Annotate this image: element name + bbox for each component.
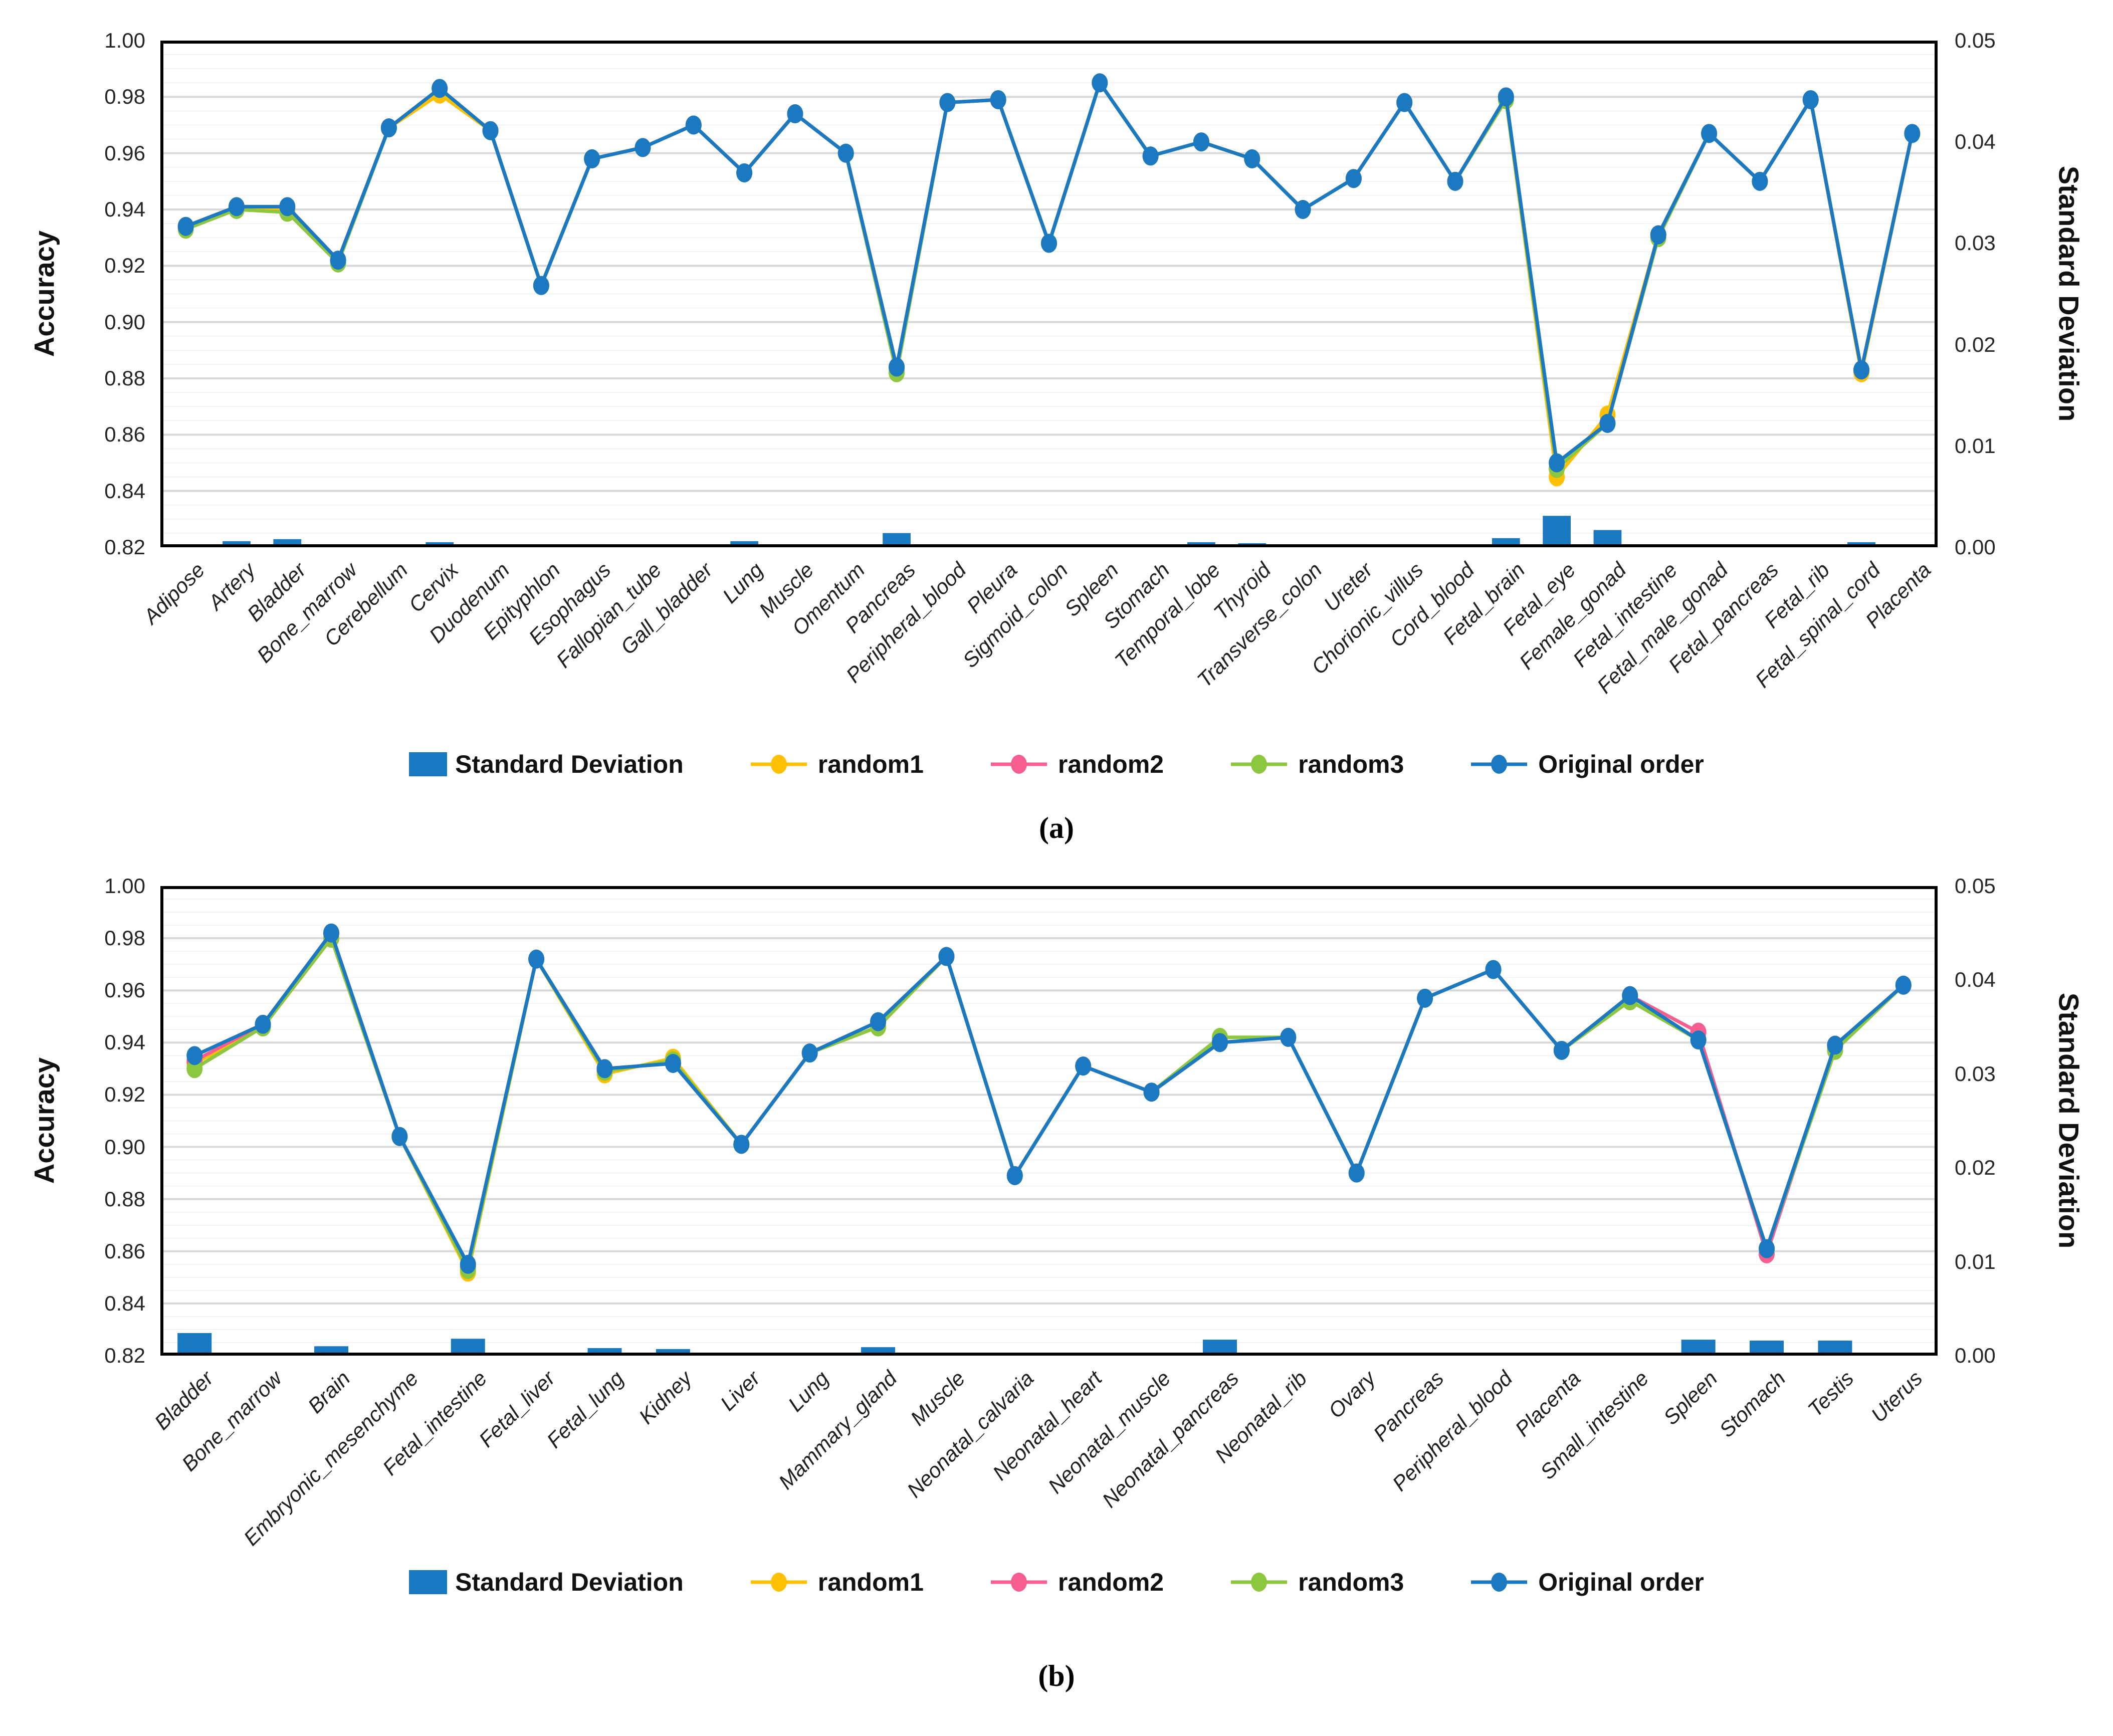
x-category-label: Mammary_gland: [774, 1366, 902, 1494]
line-marker-icon: [1231, 1573, 1288, 1592]
sd-axis-tick-label: 0.03: [1955, 231, 1996, 255]
y-axis-title-accuracy-b: Accuracy: [28, 1057, 60, 1184]
y-axis-tick-label: 1.00: [104, 29, 145, 52]
chart-canvas-b: [160, 886, 1938, 1356]
legend-item-standard-deviation: Standard Deviation: [409, 750, 684, 779]
y-axis-tick-label: 0.84: [104, 1291, 145, 1315]
legend-item-random2: random2: [988, 750, 1164, 779]
y-axis-tick-label: 0.90: [104, 1135, 145, 1159]
y-axis-tick-label: 0.96: [104, 141, 145, 165]
y-axis-tick-label: 0.86: [104, 1239, 145, 1263]
legend-label: Original order: [1538, 750, 1704, 778]
line-marker-icon: [990, 1573, 1047, 1592]
line-marker-icon: [1231, 755, 1288, 774]
legend-label: Standard Deviation: [455, 750, 684, 778]
legend-item-random2: random2: [988, 1568, 1164, 1597]
legend-item-standard-deviation: Standard Deviation: [409, 1568, 684, 1597]
sd-axis-tick-label: 0.02: [1955, 332, 1996, 356]
y-axis-title-sd-a: Standard Deviation: [2053, 165, 2085, 422]
x-category-label: Neonatal_calvaria: [902, 1366, 1038, 1502]
sd-bar-swatch-icon: [409, 752, 448, 776]
y-axis-title-sd-b: Standard Deviation: [2053, 992, 2085, 1249]
y-axis-title-accuracy-a: Accuracy: [28, 230, 60, 357]
y-axis-tick-label: 0.92: [104, 254, 145, 278]
x-category-label: Uterus: [1866, 1366, 1927, 1427]
chart-canvas-a: [160, 41, 1938, 547]
x-category-label: Kidney: [634, 1366, 697, 1429]
legend-label: random1: [817, 750, 924, 778]
legend-label: random1: [817, 1568, 924, 1596]
legend-b: Standard Deviation random1 random2 rando…: [0, 1568, 2113, 1597]
sd-axis-tick-label: 0.02: [1955, 1156, 1996, 1180]
sd-axis-tick-label: 0.00: [1955, 535, 1996, 559]
y-axis-tick-label: 0.96: [104, 978, 145, 1002]
x-category-label: Muscle: [906, 1366, 970, 1430]
x-category-label: Brain: [303, 1366, 355, 1418]
sd-axis-tick-label: 0.05: [1955, 29, 1996, 52]
y-axis-tick-label: 0.94: [104, 1030, 145, 1054]
y-axis-tick-label: 0.86: [104, 422, 145, 447]
legend-label: Original order: [1538, 1568, 1704, 1596]
line-marker-icon: [750, 1573, 807, 1592]
x-category-label: Bladder: [150, 1366, 218, 1434]
y-axis-tick-label: 0.84: [104, 479, 145, 503]
line-marker-icon: [750, 755, 807, 774]
x-category-label: Liver: [716, 1366, 765, 1415]
y-axis-tick-label: 0.94: [104, 197, 145, 221]
x-category-label: Stomach: [1715, 1366, 1790, 1442]
x-category-label: Peripheral_blood: [1387, 1366, 1517, 1496]
y-axis-tick-label: 0.92: [104, 1082, 145, 1107]
legend-label: random2: [1058, 750, 1164, 778]
sd-axis-tick-label: 0.00: [1955, 1344, 1996, 1367]
legend-label: random2: [1058, 1568, 1164, 1596]
x-category-label: Lung: [783, 1366, 833, 1416]
y-axis-tick-label: 0.98: [104, 926, 145, 950]
y-axis-tick-label: 0.98: [104, 85, 145, 109]
legend-item-random3: random3: [1228, 750, 1404, 779]
legend-label: random3: [1298, 750, 1404, 778]
legend-item-random3: random3: [1228, 1568, 1404, 1597]
legend-item-random1: random1: [748, 1568, 924, 1597]
x-category-label: Testis: [1803, 1366, 1858, 1422]
legend-item-original-order: Original order: [1468, 750, 1704, 779]
sd-axis-tick-label: 0.01: [1955, 433, 1996, 458]
sd-axis-tick-label: 0.04: [1955, 968, 1996, 992]
caption-a: (a): [1039, 811, 1074, 844]
y-axis-tick-label: 0.82: [104, 535, 145, 559]
y-axis-tick-label: 1.00: [104, 874, 145, 898]
y-axis-tick-label: 0.88: [104, 1187, 145, 1211]
legend-a: Standard Deviation random1 random2 rando…: [0, 750, 2113, 779]
sd-axis-tick-label: 0.03: [1955, 1061, 1996, 1086]
y-axis-tick-label: 0.90: [104, 310, 145, 334]
caption-b: (b): [1038, 1659, 1075, 1692]
x-category-label: Spleen: [1658, 1366, 1722, 1430]
line-marker-icon: [1471, 755, 1528, 774]
x-category-label: Neonatal_muscle: [1043, 1366, 1175, 1498]
sd-axis-tick-label: 0.04: [1955, 130, 1996, 154]
y-axis-tick-label: 0.88: [104, 366, 145, 390]
line-marker-icon: [1471, 1573, 1528, 1592]
legend-label: random3: [1298, 1568, 1404, 1596]
line-marker-icon: [990, 755, 1047, 774]
legend-label: Standard Deviation: [455, 1568, 684, 1596]
legend-item-original-order: Original order: [1468, 1568, 1704, 1597]
sd-axis-tick-label: 0.01: [1955, 1249, 1996, 1273]
legend-item-random1: random1: [748, 750, 924, 779]
sd-bar-swatch-icon: [409, 1570, 448, 1594]
x-category-label: Ovary: [1323, 1366, 1380, 1423]
y-axis-tick-label: 0.82: [104, 1344, 145, 1367]
x-category-label: Adipose: [138, 558, 209, 628]
sd-axis-tick-label: 0.05: [1955, 874, 1996, 898]
